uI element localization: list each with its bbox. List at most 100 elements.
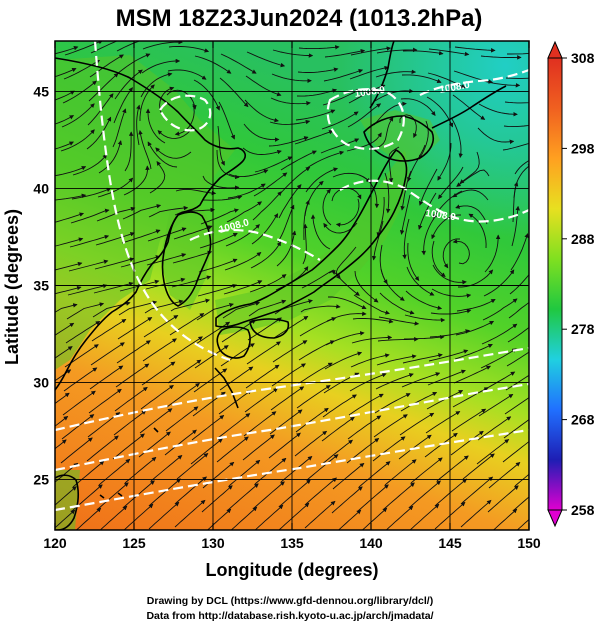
streamline	[98, 140, 123, 174]
streamline	[476, 439, 510, 465]
streamline	[91, 319, 127, 342]
temperature-colorbar: 258 268 278 288 298 308	[547, 40, 595, 528]
streamline	[118, 300, 158, 316]
streamline	[139, 408, 173, 434]
streamline	[322, 188, 332, 226]
streamline	[305, 167, 339, 193]
figure-title: MSM 18Z23Jun2024 (1013.2hPa)	[116, 5, 483, 32]
streamline	[149, 478, 181, 506]
streamline	[321, 111, 359, 130]
streamline	[55, 45, 79, 55]
streamline	[372, 116, 394, 150]
streamline	[219, 366, 254, 391]
streamline	[280, 150, 317, 171]
streamline	[301, 269, 336, 289]
streamline	[480, 55, 522, 60]
streamline	[477, 416, 512, 441]
streamline	[374, 88, 414, 102]
colorbar-min-triangle	[547, 509, 563, 528]
streamline	[354, 270, 379, 303]
streamline	[224, 252, 262, 271]
streamline	[164, 429, 197, 456]
colorbar-max-triangle	[547, 40, 563, 59]
streamline	[349, 65, 389, 80]
streamline	[478, 393, 514, 417]
streamline	[450, 430, 484, 456]
y-tick-label: 45	[33, 83, 49, 99]
streamline	[247, 317, 282, 341]
streamline	[55, 322, 75, 336]
streamline	[55, 392, 70, 405]
streamline	[425, 411, 461, 434]
streamline	[170, 298, 211, 312]
streamline	[455, 320, 495, 336]
streamline	[328, 296, 367, 310]
streamline	[487, 485, 519, 513]
streamline	[244, 387, 278, 413]
streamline	[294, 430, 328, 457]
colorbar-tick-label: 298	[571, 140, 595, 156]
streamline	[176, 453, 209, 480]
streamline	[88, 388, 122, 414]
streamline	[436, 455, 469, 482]
streamline	[200, 208, 239, 225]
streamline	[454, 343, 493, 360]
streamline	[172, 250, 213, 264]
streamline	[68, 259, 109, 272]
streamline	[513, 496, 529, 511]
streamline	[385, 505, 414, 530]
streamline	[55, 303, 78, 313]
streamline	[348, 393, 384, 416]
streamline	[244, 99, 279, 123]
streamline	[435, 478, 468, 506]
streamline	[272, 340, 308, 363]
streamline	[271, 73, 312, 84]
streamline	[201, 485, 233, 513]
y-axis-label: Latitude (degrees)	[2, 209, 22, 365]
streamline	[228, 169, 269, 178]
streamline	[95, 232, 135, 246]
streamline	[376, 196, 385, 238]
streamline	[398, 434, 432, 460]
streamline	[155, 147, 192, 159]
streamline	[63, 60, 101, 80]
streamline	[55, 141, 74, 150]
streamline	[451, 118, 463, 159]
streamline	[324, 351, 363, 370]
streamline	[294, 130, 334, 145]
streamline	[347, 415, 382, 440]
streamline	[55, 416, 69, 427]
colorbar-tick-label: 288	[571, 231, 595, 247]
streamline	[375, 69, 417, 78]
streamline	[328, 270, 360, 296]
streamline	[480, 348, 517, 369]
coastlines	[55, 41, 507, 530]
streamline	[295, 407, 329, 433]
streamline	[377, 337, 419, 342]
streamline	[418, 168, 438, 206]
streamline	[410, 457, 443, 484]
streamline	[305, 477, 337, 505]
streamline	[384, 459, 417, 486]
streamline	[98, 458, 131, 486]
streamline	[278, 502, 310, 530]
streamline	[427, 72, 466, 89]
streamline	[88, 73, 119, 102]
streamline	[123, 480, 155, 508]
streamline	[357, 484, 389, 512]
streamline	[218, 101, 235, 140]
streamline	[505, 77, 529, 79]
streamline	[375, 373, 414, 390]
streamline	[335, 246, 357, 280]
streamline	[114, 386, 148, 412]
streamline	[297, 362, 333, 385]
streamline	[242, 434, 275, 461]
streamline	[114, 69, 143, 100]
isobar-contours	[55, 41, 529, 512]
streamline	[351, 335, 393, 344]
streamline	[249, 274, 287, 293]
streamline	[428, 48, 470, 57]
streamline	[69, 234, 110, 248]
streamline	[405, 290, 443, 310]
streamline	[477, 127, 515, 145]
